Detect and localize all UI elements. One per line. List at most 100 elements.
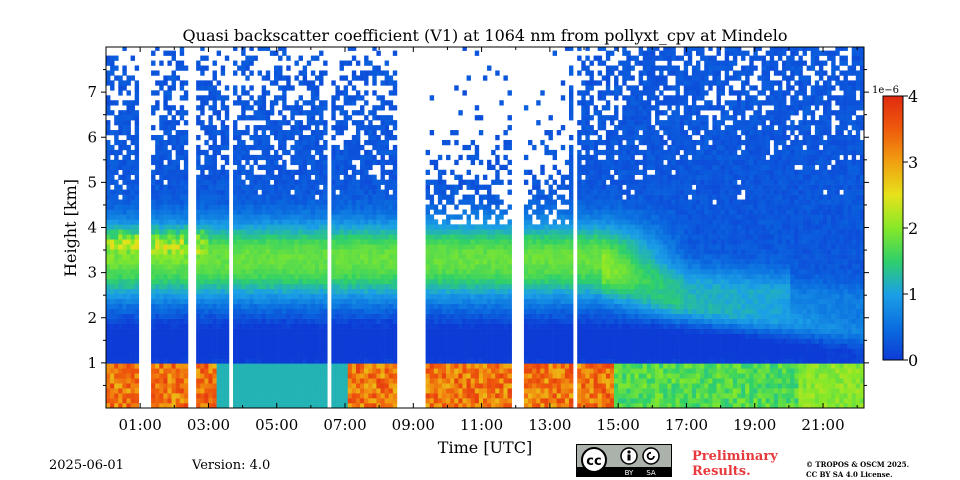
heatmap-cell — [319, 333, 324, 339]
heatmap-cell — [241, 368, 246, 374]
heatmap-cell — [499, 368, 504, 374]
heatmap-cell — [163, 353, 168, 359]
heatmap-cell — [347, 373, 353, 379]
heatmap-cell — [343, 338, 349, 344]
heatmap-cell — [290, 293, 295, 300]
heatmap-cell — [323, 308, 328, 314]
heatmap-cell — [507, 313, 512, 319]
heatmap-cell — [130, 224, 135, 230]
heatmap-cell — [269, 388, 275, 394]
heatmap-cell — [491, 298, 496, 305]
heatmap-cell — [380, 353, 385, 359]
heatmap-cell — [302, 333, 308, 339]
heatmap-cell — [126, 80, 131, 86]
heatmap-cell — [204, 179, 209, 185]
heatmap-cell — [290, 333, 295, 339]
heatmap-cell — [241, 373, 246, 379]
heatmap-cell — [319, 144, 324, 151]
heatmap-cell — [310, 249, 316, 255]
heatmap-cell — [265, 209, 271, 215]
heatmap-cell — [106, 179, 111, 185]
heatmap-cell — [220, 293, 226, 300]
heatmap-cell — [491, 328, 496, 334]
heatmap-cell — [273, 194, 279, 200]
heatmap-cell — [294, 60, 299, 66]
heatmap-cell — [212, 125, 217, 131]
heatmap-cell — [450, 278, 455, 285]
heatmap-cell — [372, 189, 377, 195]
heatmap-cell — [523, 363, 529, 369]
heatmap-cell — [212, 283, 217, 290]
heatmap-cell — [425, 358, 430, 364]
heatmap-cell — [294, 378, 299, 384]
heatmap-cell — [441, 194, 447, 200]
heatmap-cell — [372, 403, 377, 409]
heatmap-cell — [237, 244, 242, 250]
heatmap-cell — [237, 214, 242, 220]
heatmap-cell — [392, 264, 398, 270]
heatmap-cell — [314, 313, 320, 319]
heatmap-cell — [376, 204, 381, 210]
heatmap-cell — [503, 234, 508, 240]
heatmap-cell — [196, 383, 201, 389]
heatmap-cell — [331, 259, 336, 265]
heatmap-cell — [302, 209, 308, 215]
heatmap-cell — [171, 264, 176, 270]
heatmap-cell — [257, 125, 262, 131]
heatmap-cell — [216, 115, 222, 121]
heatmap-cell — [323, 209, 328, 215]
heatmap-cell — [355, 383, 361, 389]
heatmap-cell — [290, 130, 295, 136]
heatmap-cell — [380, 244, 385, 250]
heatmap-cell — [183, 120, 189, 126]
heatmap-cell — [355, 199, 361, 205]
heatmap-cell — [306, 303, 312, 310]
heatmap-cell — [458, 199, 463, 205]
heatmap-cell — [171, 184, 176, 190]
heatmap-cell — [106, 204, 111, 210]
heatmap-cell — [478, 159, 484, 166]
heatmap-cell — [286, 134, 291, 141]
heatmap-cell — [216, 259, 222, 265]
heatmap-cell — [351, 308, 357, 314]
heatmap-cell — [347, 398, 353, 404]
heatmap-cell — [462, 383, 467, 389]
heatmap-cell — [200, 95, 205, 101]
heatmap-cell — [429, 303, 435, 310]
heatmap-cell — [331, 393, 336, 399]
heatmap-cell — [163, 249, 168, 255]
heatmap-cell — [114, 393, 119, 399]
heatmap-cell — [355, 95, 361, 101]
heatmap-cell — [216, 278, 222, 285]
heatmap-cell — [261, 313, 267, 319]
heatmap-cell — [106, 288, 111, 295]
heatmap-cell — [110, 174, 115, 180]
heatmap-cell — [179, 209, 185, 215]
heatmap-cell — [163, 164, 168, 171]
heatmap-cell — [343, 159, 349, 166]
heatmap-cell — [278, 278, 283, 285]
heatmap-cell — [388, 90, 394, 96]
heatmap-cell — [233, 249, 238, 255]
heatmap-cell — [462, 328, 467, 334]
heatmap-cell — [151, 134, 156, 141]
heatmap-cell — [208, 278, 213, 285]
heatmap-cell — [216, 239, 222, 245]
heatmap-cell — [126, 184, 131, 190]
heatmap-cell — [433, 343, 439, 349]
heatmap-cell — [454, 189, 459, 195]
heatmap-cell — [466, 264, 471, 270]
heatmap-cell — [224, 338, 230, 344]
heatmap-cell — [433, 184, 439, 190]
heatmap-cell — [118, 90, 123, 96]
heatmap-cell — [462, 179, 467, 185]
heatmap-cell — [126, 283, 131, 290]
heatmap-cell — [224, 383, 230, 389]
heatmap-cell — [159, 189, 164, 195]
heatmap-cell — [155, 308, 160, 314]
heatmap-cell — [282, 174, 287, 180]
heatmap-cell — [376, 398, 381, 404]
heatmap-cell — [110, 269, 115, 275]
heatmap-cell — [343, 244, 349, 250]
heatmap-cell — [130, 234, 135, 240]
